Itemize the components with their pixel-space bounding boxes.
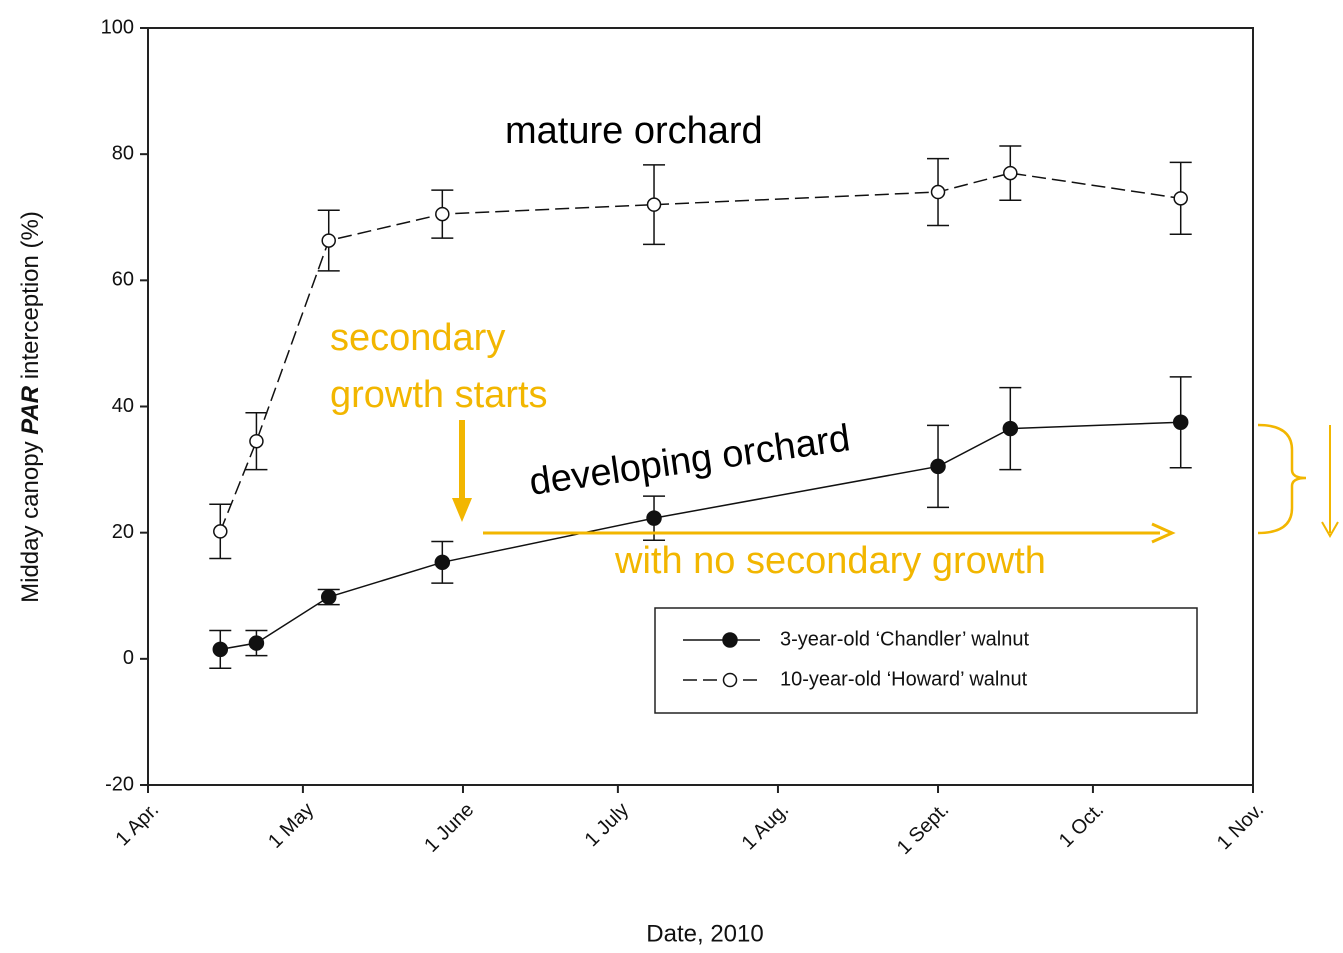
x-tick-label: 1 Aug. [738,799,794,855]
marker [249,433,264,449]
y-tick-label: -20 [105,773,134,795]
x-tick-label: 1 Nov. [1213,799,1268,854]
annotation: secondary [330,317,505,359]
y-tick-label: 20 [112,521,134,543]
y-tick-label: 100 [101,16,134,38]
y-tick-label: 40 [112,395,134,417]
annotation: mature orchard [505,110,763,152]
arrow-head [1151,522,1176,544]
annotation: with no secondary growth [614,540,1046,582]
bracket [1257,423,1307,535]
legend-label: 10-year-old ‘Howard’ walnut [780,668,1028,690]
y-tick-label: 80 [112,142,134,164]
x-tick-label: 1 Sept. [893,799,953,859]
marker [248,635,265,651]
marker [646,197,662,212]
legend-box [654,607,1198,714]
marker [1173,191,1188,206]
y-tick-label: 60 [112,269,134,291]
marker [722,632,738,648]
x-tick-label: 1 May [264,799,318,853]
x-axis-label: Date, 2010 [646,920,763,947]
x-tick-label: 1 Apr. [112,799,164,851]
marker [646,510,662,526]
marker [930,184,946,200]
marker [1002,420,1019,437]
x-tick-label: 1 June [420,799,478,857]
y-label-part: interception (%) [17,211,44,386]
y-tick-label: 0 [123,647,134,669]
y-label-part: Midday canopy [17,435,44,603]
series-line [219,172,1181,532]
arrow-head [1321,521,1339,539]
y-axis-label: Midday canopy PAR interception (%) [17,211,44,603]
marker [321,233,336,248]
marker [1172,414,1189,431]
series-line [220,421,1181,651]
x-tick-label: 1 Oct. [1055,799,1108,852]
marker [320,589,337,605]
marker [435,206,450,222]
marker [213,524,228,539]
y-label-part: PAR [17,385,44,435]
marker [1003,165,1018,181]
x-tick-label: 1 July [581,799,634,852]
marker [212,641,229,658]
arrow-head [452,498,472,522]
marker [930,458,946,475]
annotation: growth starts [330,374,548,416]
marker [434,554,451,571]
legend-label: 3-year-old ‘Chandler’ walnut [780,628,1029,650]
marker [722,672,738,688]
